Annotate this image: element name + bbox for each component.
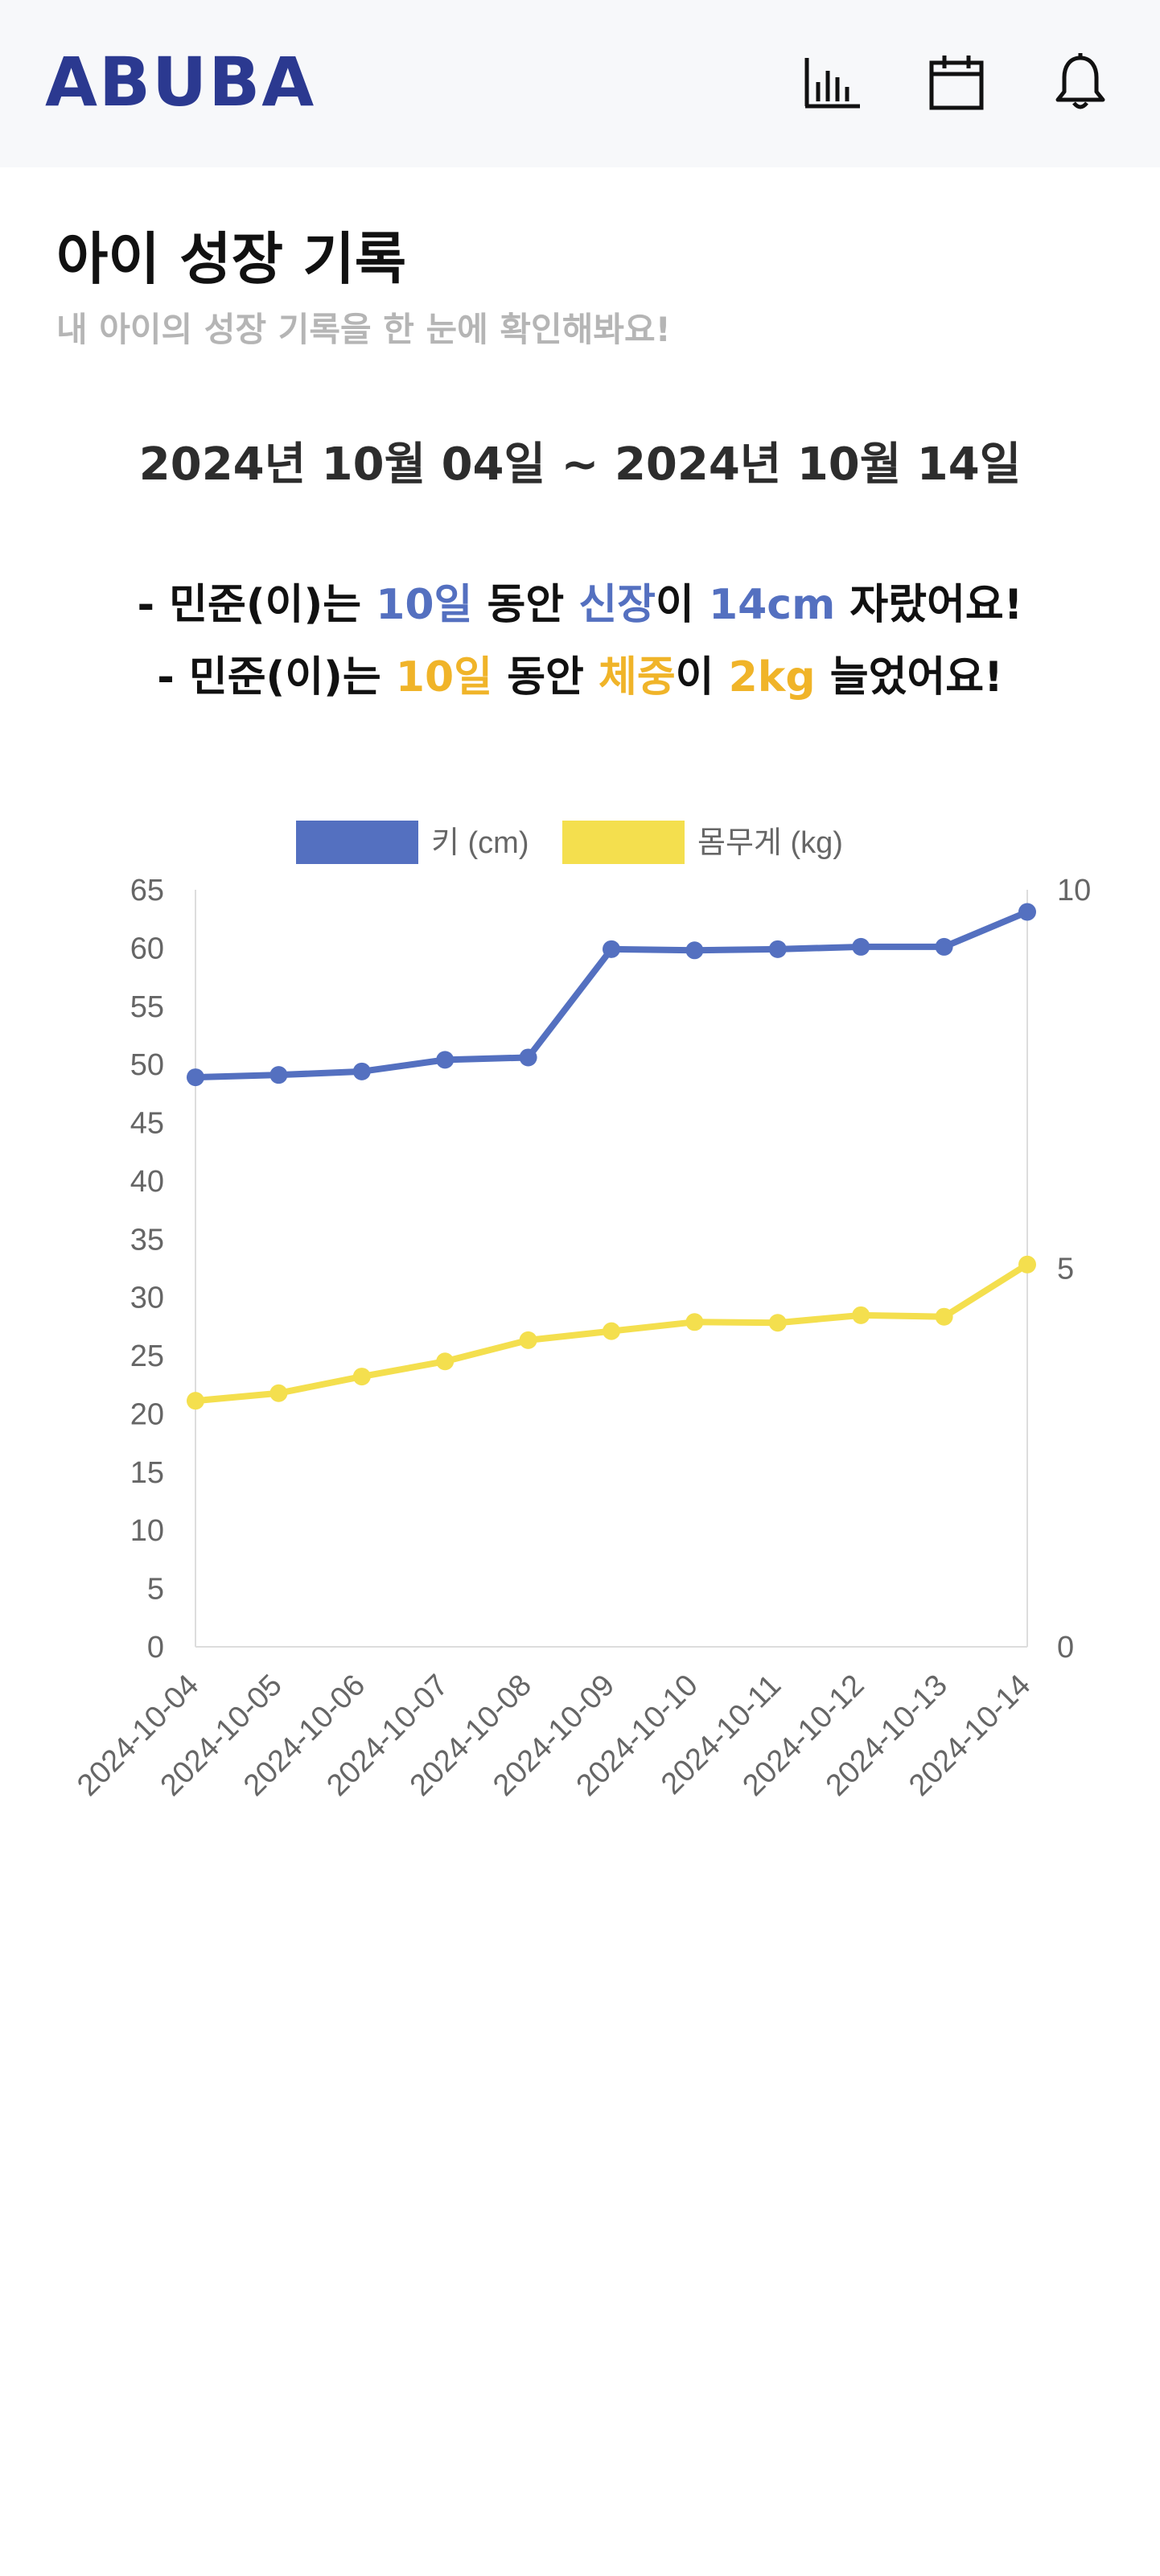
- y-left-tick-label: 10: [130, 1514, 164, 1548]
- y-left-tick-label: 60: [130, 932, 164, 965]
- height-summary-prefix: - 민준(이)는: [137, 581, 376, 629]
- y-left-tick-label: 65: [130, 874, 164, 907]
- bar-chart-icon[interactable]: [804, 53, 862, 111]
- height-data-point: [436, 1051, 455, 1069]
- y-left-tick-label: 35: [130, 1223, 164, 1257]
- y-left-tick-label: 15: [130, 1456, 164, 1490]
- weight-data-point: [436, 1352, 455, 1371]
- height-data-point: [852, 937, 870, 956]
- weight-data-point: [935, 1307, 953, 1326]
- height-data-point: [768, 940, 787, 958]
- weight-data-point: [187, 1392, 204, 1410]
- y-left-tick-label: 45: [130, 1107, 164, 1141]
- height-summary: - 민준(이)는 10일 동안 신장이 14cm 자랐어요!: [0, 576, 1160, 634]
- weight-summary-suffix: 늘었어요!: [815, 653, 1003, 702]
- weight-data-point: [1018, 1255, 1036, 1274]
- weight-summary: - 민준(이)는 10일 동안 체중이 2kg 늘었어요!: [0, 648, 1160, 706]
- height-data-point: [269, 1066, 288, 1084]
- height-data-point: [1018, 903, 1036, 921]
- weight-summary-metric: 체중: [598, 653, 676, 702]
- bell-icon[interactable]: [1051, 53, 1109, 111]
- weight-summary-amount: 2kg: [728, 653, 816, 702]
- y-right-tick-label: 5: [1057, 1253, 1074, 1286]
- height-series-line: [192, 908, 1030, 1081]
- weight-summary-prefix: - 민준(이)는: [157, 653, 396, 702]
- y-left-tick-label: 50: [130, 1048, 164, 1082]
- app-logo[interactable]: ABUBA: [45, 43, 316, 121]
- legend-weight-label: 몸무게 (kg): [697, 826, 843, 860]
- weight-summary-days: 10일: [395, 653, 493, 702]
- y-left-tick-label: 0: [147, 1631, 164, 1665]
- y-left-tick-label: 25: [130, 1339, 164, 1373]
- weight-data-point: [352, 1368, 371, 1386]
- weight-data-point: [685, 1313, 704, 1331]
- y-right-tick-label: 10: [1057, 874, 1091, 907]
- weight-data-point: [603, 1322, 620, 1340]
- weight-data-point: [852, 1306, 870, 1324]
- height-data-point: [603, 940, 620, 958]
- height-summary-metric: 신장: [578, 581, 656, 629]
- growth-line-chart: 0510152025303540455055606505102024-10-04…: [71, 821, 1091, 1803]
- weight-summary-mid2: 이: [675, 653, 729, 702]
- weight-data-point: [768, 1314, 787, 1332]
- height-data-point: [519, 1048, 537, 1067]
- y-left-tick-label: 5: [147, 1573, 164, 1607]
- app-header: ABUBA: [0, 0, 1160, 167]
- page-title: 아이 성장 기록: [56, 226, 407, 292]
- height-summary-mid1: 동안: [472, 581, 579, 629]
- y-left-tick-label: 40: [130, 1165, 164, 1199]
- date-range: 2024년 10월 04일 ~ 2024년 10월 14일: [138, 438, 1022, 491]
- height-data-point: [187, 1068, 204, 1087]
- height-data-point: [685, 941, 704, 960]
- y-left-tick-label: 55: [130, 990, 164, 1024]
- y-left-tick-label: 30: [130, 1282, 164, 1315]
- height-summary-days: 10일: [376, 581, 473, 629]
- height-summary-mid2: 이: [655, 581, 709, 629]
- page-subtitle: 내 아이의 성장 기록을 한 눈에 확인해봐요!: [56, 310, 671, 349]
- calendar-icon[interactable]: [928, 53, 985, 111]
- weight-data-point: [519, 1331, 537, 1349]
- height-data-point: [352, 1062, 371, 1080]
- legend-height-swatch: [296, 821, 418, 864]
- y-left-tick-label: 20: [130, 1397, 164, 1431]
- legend-weight-swatch: [562, 821, 685, 864]
- height-summary-amount: 14cm: [708, 581, 836, 629]
- height-data-point: [935, 937, 953, 956]
- legend-height-label: 키 (cm): [431, 826, 529, 860]
- weight-data-point: [269, 1384, 288, 1402]
- height-summary-suffix: 자랐어요!: [835, 581, 1023, 629]
- y-right-tick-label: 0: [1057, 1631, 1074, 1665]
- weight-summary-mid1: 동안: [492, 653, 599, 702]
